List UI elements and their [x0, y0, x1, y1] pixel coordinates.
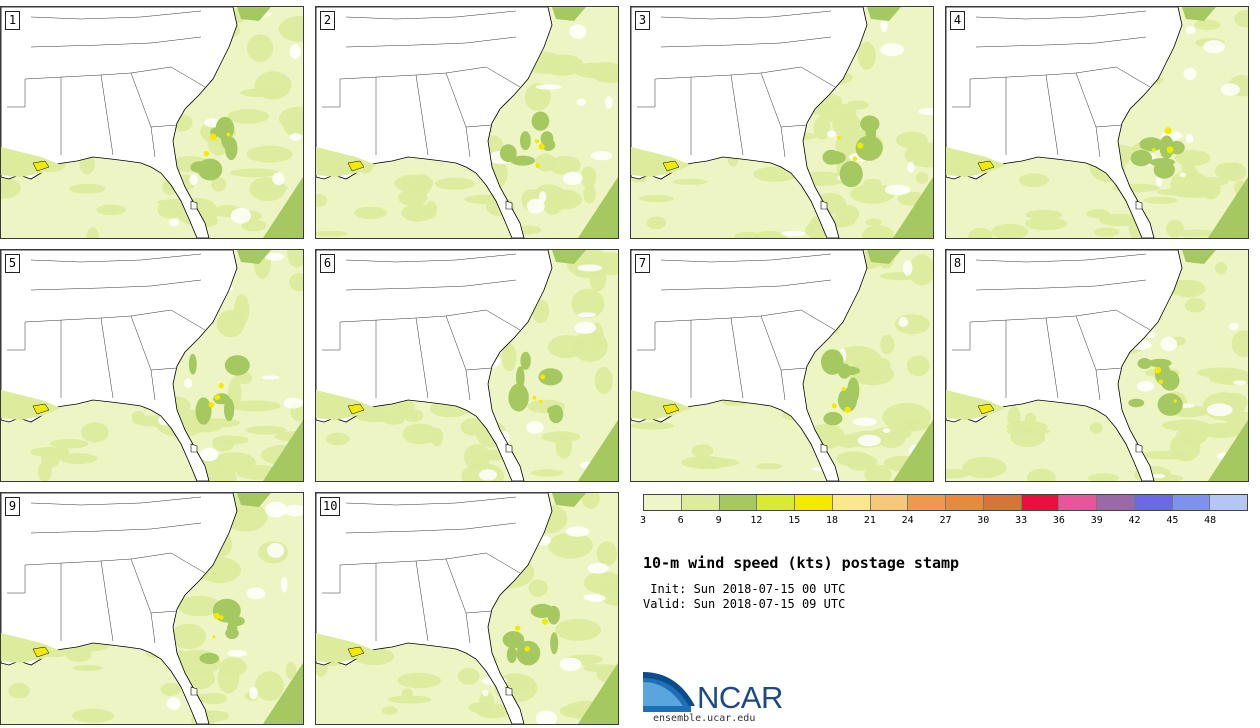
colorbar-swatch — [983, 495, 1022, 510]
panel-number: 4 — [950, 11, 965, 30]
colorbar-tick: 42 — [1128, 515, 1141, 526]
colorbar-tick: 45 — [1166, 515, 1179, 526]
colorbar-tick: 12 — [750, 515, 763, 526]
colorbar-tick: 39 — [1090, 515, 1103, 526]
panel-number: 10 — [320, 497, 341, 516]
map-panel-10: 10 — [315, 492, 619, 725]
colorbar-tick: 30 — [977, 515, 990, 526]
colorbar-tick: 27 — [939, 515, 952, 526]
colorbar-swatch — [870, 495, 909, 510]
colorbar-swatch — [832, 495, 871, 510]
panel-number: 2 — [320, 11, 335, 30]
colorbar-swatch — [1097, 495, 1135, 510]
colorbar-tick: 21 — [863, 515, 876, 526]
panel-number: 7 — [635, 254, 650, 273]
colorbar-swatch — [644, 495, 682, 510]
colorbar-ticks: 3 6 9 12 15 18 21 24 27 30 33 36 39 42 45 48 — [639, 515, 1248, 529]
colorbar-swatch — [795, 495, 833, 510]
init-time: Init: Sun 2018-07-15 00 UTC — [643, 582, 846, 596]
colorbar-swatch — [1172, 495, 1211, 510]
colorbar-tick: 6 — [677, 515, 684, 526]
colorbar-tick: 18 — [826, 515, 839, 526]
colorbar-tick: 3 — [639, 515, 647, 526]
colorbar-swatch — [908, 495, 946, 510]
map-panel-7: 7 — [630, 249, 934, 482]
colorbar-swatch — [1021, 495, 1060, 510]
panel-number: 9 — [5, 497, 20, 516]
colorbar-tick: 9 — [715, 515, 722, 526]
ncar-logo-icon — [643, 672, 695, 712]
colorbar — [643, 494, 1248, 511]
map-panel-6: 6 — [315, 249, 619, 482]
colorbar-swatch — [1134, 495, 1173, 510]
map-panel-9: 9 — [0, 492, 304, 725]
panel-number: 6 — [320, 254, 335, 273]
colorbar-swatch — [719, 495, 758, 510]
colorbar-tick: 48 — [1204, 515, 1217, 526]
colorbar-swatch — [946, 495, 984, 510]
map-panel-5: 5 — [0, 249, 304, 482]
map-panel-4: 4 — [945, 6, 1249, 239]
map-panel-1: 1 — [0, 6, 304, 239]
logo-url: ensemble.ucar.edu — [653, 713, 756, 724]
colorbar-swatch — [1059, 495, 1097, 510]
panel-number: 1 — [5, 11, 20, 30]
panel-number: 5 — [5, 254, 20, 273]
logo-text: NCAR — [697, 680, 783, 715]
colorbar-swatch — [681, 495, 720, 510]
panel-number: 3 — [635, 11, 650, 30]
colorbar-tick: 33 — [1015, 515, 1028, 526]
colorbar-tick: 36 — [1052, 515, 1065, 526]
colorbar-swatch — [757, 495, 795, 510]
colorbar-tick: 24 — [901, 515, 914, 526]
map-panel-2: 2 — [315, 6, 619, 239]
map-title: 10-m wind speed (kts) postage stamp — [643, 554, 960, 572]
colorbar-tick: 15 — [788, 515, 801, 526]
map-panel-3: 3 — [630, 6, 934, 239]
map-panel-8: 8 — [945, 249, 1249, 482]
colorbar-swatch — [1210, 495, 1247, 510]
panel-number: 8 — [950, 254, 965, 273]
valid-time: Valid: Sun 2018-07-15 09 UTC — [643, 597, 846, 611]
